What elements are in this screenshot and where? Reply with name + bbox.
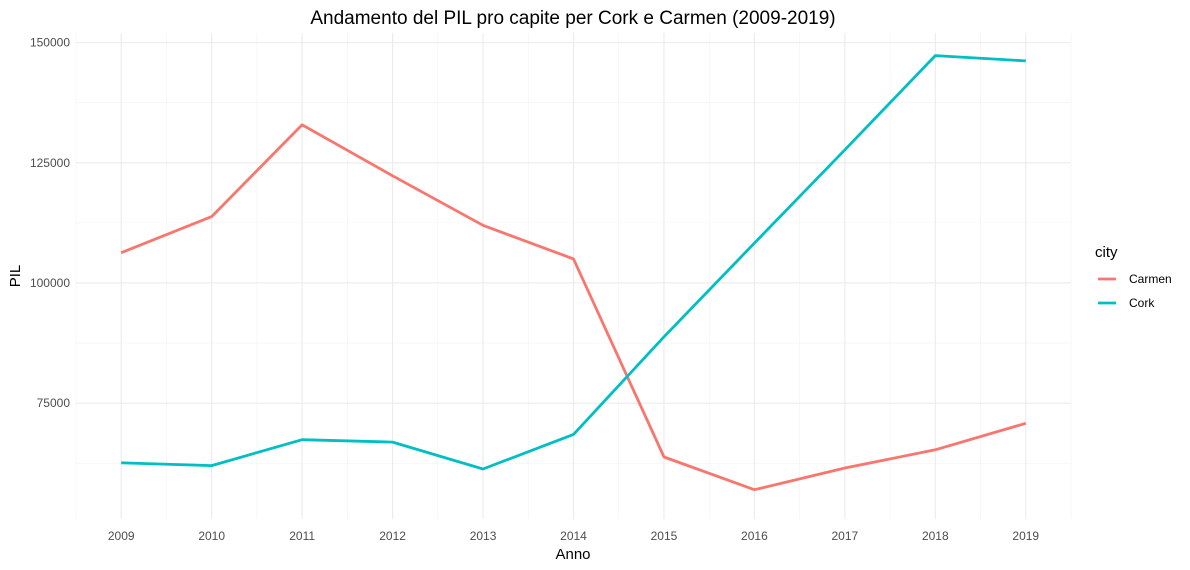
legend-item-cork: Cork — [1098, 296, 1155, 310]
x-tick-label: 2012 — [379, 529, 406, 543]
x-tick-label: 2019 — [1012, 529, 1039, 543]
x-axis-title: Anno — [555, 546, 590, 563]
legend: city Carmen Cork — [1095, 244, 1172, 310]
legend-label: Carmen — [1129, 272, 1172, 286]
x-tick-label: 2013 — [470, 529, 497, 543]
y-tick-label: 125000 — [30, 156, 70, 170]
x-tick-label: 2014 — [560, 529, 587, 543]
y-axis-title: PIL — [7, 265, 24, 288]
y-tick-label: 150000 — [30, 36, 70, 50]
x-tick-label: 2018 — [922, 529, 949, 543]
legend-label: Cork — [1129, 296, 1155, 310]
x-tick-label: 2016 — [741, 529, 768, 543]
y-tick-label: 100000 — [30, 276, 70, 290]
x-tick-label: 2010 — [198, 529, 225, 543]
y-axis-ticks: 75000 100000 125000 150000 — [30, 36, 70, 411]
legend-item-carmen: Carmen — [1098, 272, 1172, 286]
y-tick-label: 75000 — [37, 396, 71, 410]
grid-lines — [75, 33, 1072, 519]
x-tick-label: 2017 — [832, 529, 859, 543]
series-line-cork — [121, 54, 1026, 471]
chart-title: Andamento del PIL pro capite per Cork e … — [310, 8, 835, 29]
x-tick-label: 2015 — [651, 529, 678, 543]
series-lines — [120, 54, 1027, 492]
x-tick-label: 2009 — [108, 529, 135, 543]
legend-title: city — [1095, 244, 1118, 261]
x-tick-label: 2011 — [289, 529, 315, 543]
series-line-carmen — [120, 123, 1027, 492]
x-axis-ticks: 2009 2010 2011 2012 2013 2014 2015 2016 2017 2018… — [108, 529, 1040, 543]
